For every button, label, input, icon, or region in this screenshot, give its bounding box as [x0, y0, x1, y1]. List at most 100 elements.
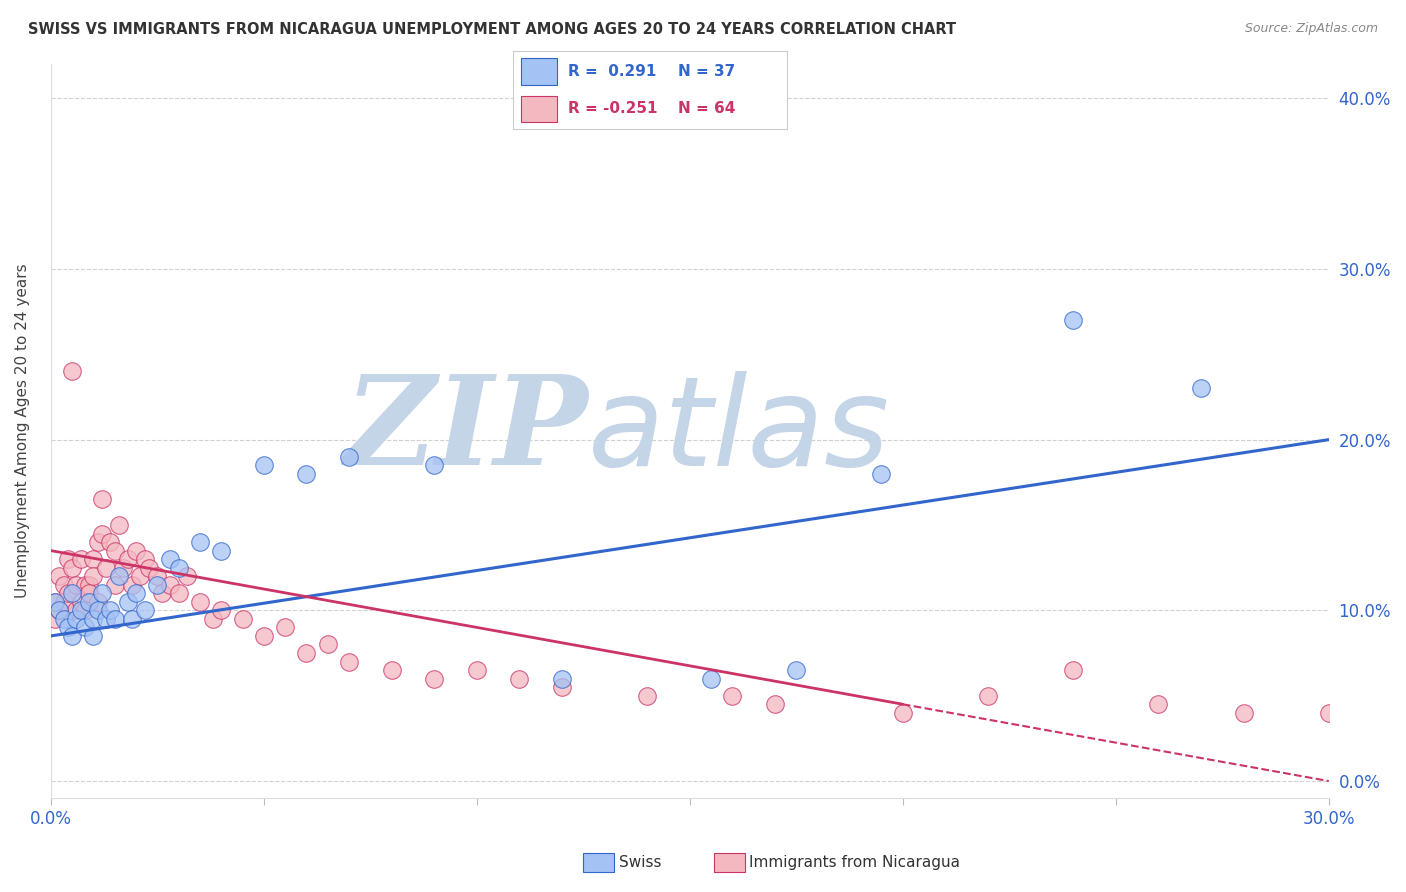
- Text: Swiss: Swiss: [619, 855, 661, 870]
- Text: N = 37: N = 37: [678, 63, 735, 78]
- Point: [700, 672, 723, 686]
- Text: N = 64: N = 64: [678, 102, 735, 117]
- Point: [167, 560, 190, 574]
- Point: [82, 552, 104, 566]
- Point: [176, 569, 198, 583]
- Point: [56, 620, 79, 634]
- Point: [188, 535, 211, 549]
- Point: [121, 612, 143, 626]
- Point: [48, 603, 70, 617]
- Point: [253, 458, 276, 473]
- Point: [977, 689, 1000, 703]
- Point: [73, 620, 96, 634]
- Point: [108, 569, 131, 583]
- Point: [52, 612, 75, 626]
- Point: [129, 569, 152, 583]
- Point: [44, 612, 66, 626]
- Point: [763, 698, 786, 712]
- Point: [159, 552, 181, 566]
- Point: [1189, 381, 1212, 395]
- Point: [636, 689, 658, 703]
- Point: [56, 586, 79, 600]
- Point: [159, 578, 181, 592]
- Point: [82, 569, 104, 583]
- Point: [551, 672, 574, 686]
- Point: [44, 595, 66, 609]
- Text: Source: ZipAtlas.com: Source: ZipAtlas.com: [1244, 22, 1378, 36]
- Point: [423, 672, 446, 686]
- Point: [295, 467, 318, 481]
- Point: [69, 603, 91, 617]
- Point: [65, 603, 87, 617]
- Point: [69, 595, 91, 609]
- Point: [209, 603, 232, 617]
- Point: [86, 603, 108, 617]
- Point: [1147, 698, 1170, 712]
- Point: [82, 612, 104, 626]
- Point: [508, 672, 530, 686]
- Point: [100, 603, 122, 617]
- Point: [337, 655, 360, 669]
- Point: [253, 629, 276, 643]
- Point: [134, 603, 156, 617]
- Text: R =  0.291: R = 0.291: [568, 63, 657, 78]
- Point: [86, 535, 108, 549]
- Point: [423, 458, 446, 473]
- Point: [73, 603, 96, 617]
- Point: [146, 578, 169, 592]
- Point: [104, 612, 127, 626]
- Point: [146, 569, 169, 583]
- Point: [121, 578, 143, 592]
- Point: [125, 586, 148, 600]
- Point: [60, 586, 83, 600]
- Point: [188, 595, 211, 609]
- Text: ZIP: ZIP: [344, 370, 588, 491]
- Point: [91, 586, 114, 600]
- Point: [56, 552, 79, 566]
- Point: [551, 680, 574, 694]
- Point: [65, 612, 87, 626]
- Point: [1062, 663, 1084, 677]
- Point: [104, 543, 127, 558]
- Text: SWISS VS IMMIGRANTS FROM NICARAGUA UNEMPLOYMENT AMONG AGES 20 TO 24 YEARS CORREL: SWISS VS IMMIGRANTS FROM NICARAGUA UNEMP…: [28, 22, 956, 37]
- Y-axis label: Unemployment Among Ages 20 to 24 years: Unemployment Among Ages 20 to 24 years: [15, 264, 30, 599]
- Point: [60, 560, 83, 574]
- Point: [77, 586, 100, 600]
- Text: R = -0.251: R = -0.251: [568, 102, 658, 117]
- Point: [138, 560, 160, 574]
- Point: [1062, 313, 1084, 327]
- Point: [82, 629, 104, 643]
- Point: [73, 578, 96, 592]
- Point: [295, 646, 318, 660]
- Point: [201, 612, 224, 626]
- Point: [60, 364, 83, 378]
- Point: [785, 663, 807, 677]
- Point: [891, 706, 914, 720]
- Point: [1232, 706, 1254, 720]
- Point: [60, 629, 83, 643]
- Point: [104, 578, 127, 592]
- Point: [91, 492, 114, 507]
- Bar: [522, 58, 557, 85]
- Point: [77, 578, 100, 592]
- Point: [65, 578, 87, 592]
- Point: [96, 612, 118, 626]
- Point: [112, 560, 135, 574]
- Point: [108, 518, 131, 533]
- Point: [86, 595, 108, 609]
- Point: [77, 595, 100, 609]
- Point: [381, 663, 404, 677]
- Point: [231, 612, 253, 626]
- Point: [337, 450, 360, 464]
- Point: [52, 578, 75, 592]
- Point: [274, 620, 297, 634]
- Point: [48, 569, 70, 583]
- Point: [150, 586, 173, 600]
- Point: [117, 552, 139, 566]
- Text: Immigrants from Nicaragua: Immigrants from Nicaragua: [749, 855, 960, 870]
- Point: [44, 595, 66, 609]
- Point: [100, 535, 122, 549]
- Point: [69, 552, 91, 566]
- Point: [721, 689, 744, 703]
- Point: [134, 552, 156, 566]
